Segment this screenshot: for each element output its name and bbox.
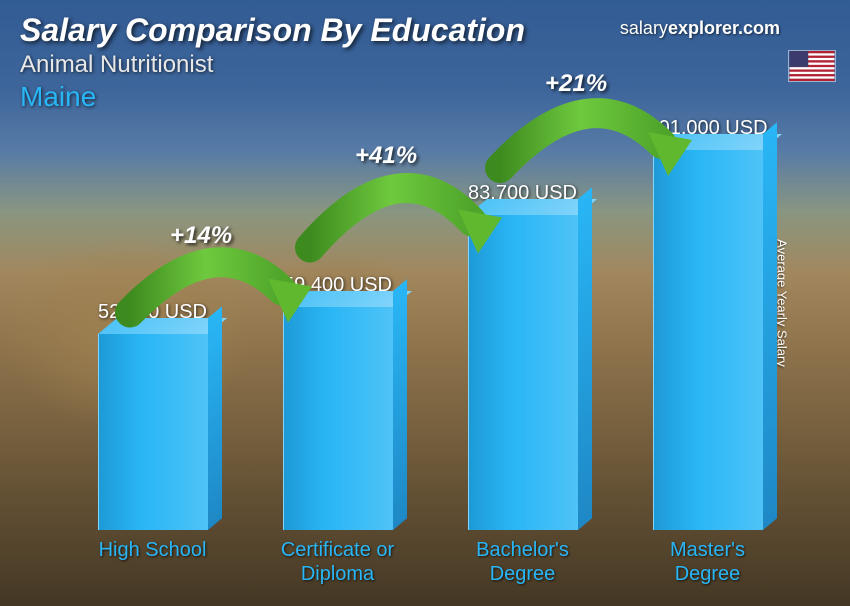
chart-title: Salary Comparison By Education <box>20 12 830 49</box>
bar-side-face <box>393 279 407 530</box>
bar-category-label: Bachelor'sDegree <box>476 538 569 586</box>
chart-subtitle: Animal Nutritionist <box>20 51 830 79</box>
increment-percent-label: +14% <box>170 222 232 250</box>
bar-category-label: Master'sDegree <box>670 538 745 586</box>
bar-front-face <box>98 334 208 530</box>
increment-percent-label: +41% <box>355 142 417 170</box>
header: Salary Comparison By Education Animal Nu… <box>20 12 830 113</box>
bar-3d <box>98 334 208 530</box>
bar-category-label: High School <box>99 538 207 586</box>
bar-side-face <box>763 122 777 530</box>
bar-category-label: Certificate orDiploma <box>281 538 394 586</box>
chart-location: Maine <box>20 81 830 113</box>
increment-arrow: +14% <box>120 230 310 345</box>
bar-side-face <box>578 187 592 530</box>
bar-front-face <box>653 150 763 530</box>
bar-3d <box>653 150 763 530</box>
increment-arrow: +41% <box>300 150 500 285</box>
